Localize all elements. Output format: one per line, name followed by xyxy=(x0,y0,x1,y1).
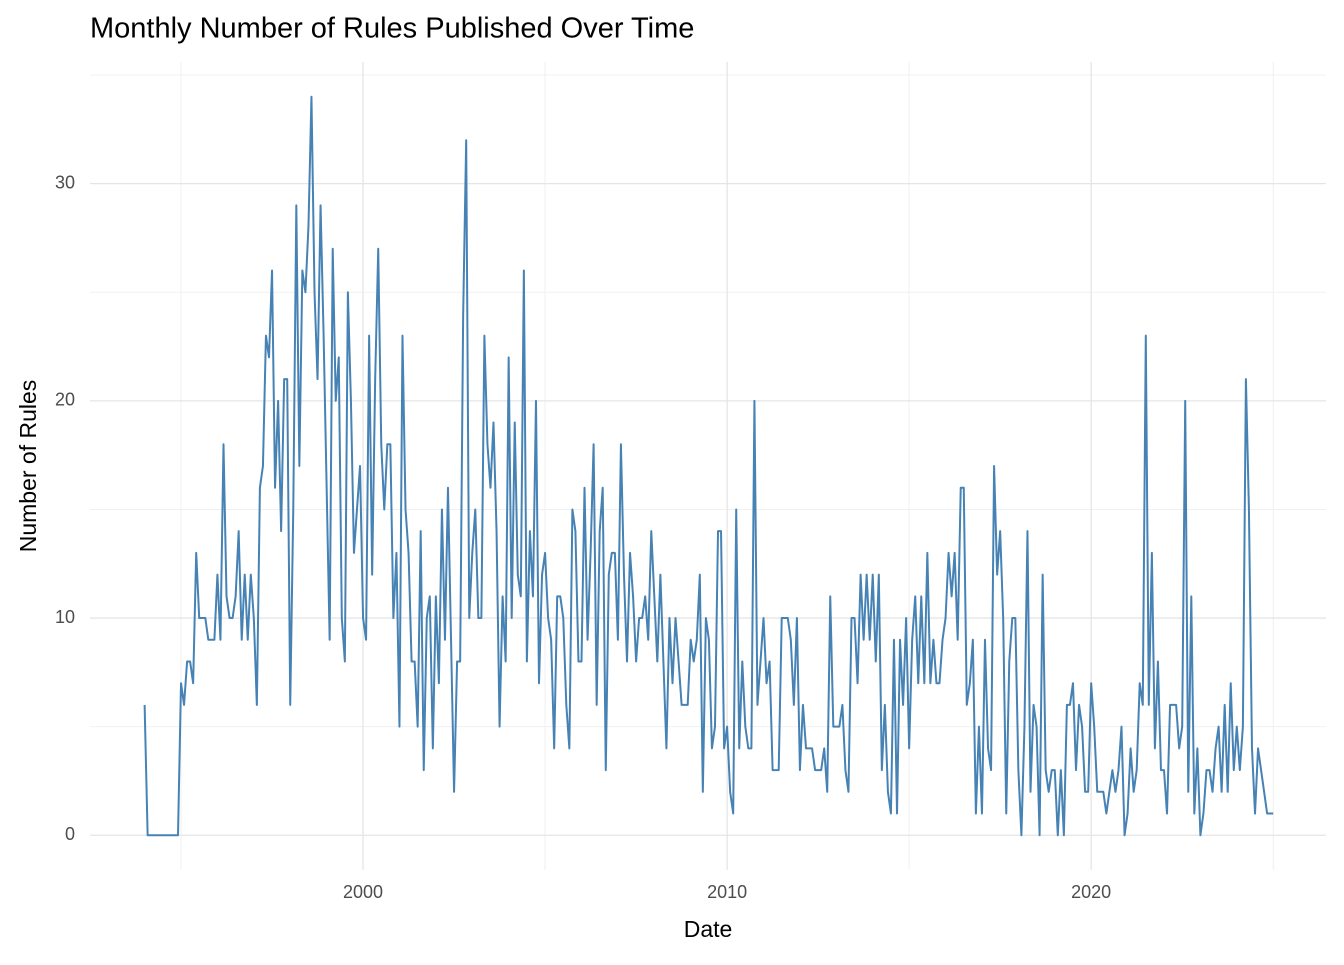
x-tick-label: 2010 xyxy=(707,882,747,902)
x-tick-label: 2000 xyxy=(343,882,383,902)
y-axis-title: Number of Rules xyxy=(15,380,41,553)
y-tick-label: 20 xyxy=(55,390,75,410)
x-tick-label: 2020 xyxy=(1071,882,1111,902)
y-tick-label: 30 xyxy=(55,172,75,192)
y-tick-label: 0 xyxy=(65,824,75,844)
data-line xyxy=(143,95,1274,837)
x-axis-title: Date xyxy=(684,916,733,942)
y-tick-label: 10 xyxy=(55,607,75,627)
chart-title: Monthly Number of Rules Published Over T… xyxy=(90,13,694,45)
